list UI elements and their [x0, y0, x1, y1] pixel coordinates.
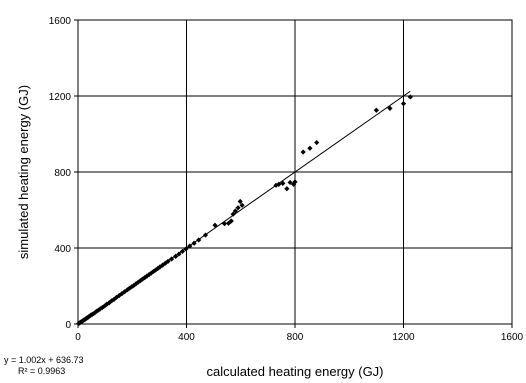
data-point [235, 205, 241, 211]
data-point [239, 202, 245, 208]
data-point [146, 272, 152, 278]
data-point [292, 179, 298, 185]
data-point [176, 251, 182, 257]
x-tick-label: 800 [287, 332, 304, 343]
data-point [91, 310, 97, 317]
data-point [101, 303, 108, 309]
data-point [113, 294, 120, 300]
data-point [133, 281, 139, 287]
x-tick-label: 1200 [392, 332, 415, 343]
data-point [168, 256, 175, 262]
data-point [152, 267, 159, 273]
data-point [400, 101, 407, 107]
y-tick-label: 0 [65, 320, 71, 331]
data-point [106, 300, 112, 306]
data-point [373, 107, 379, 113]
data-point [314, 139, 320, 146]
data-point [221, 221, 228, 227]
r-squared-label: R² = 0.9963 [18, 366, 65, 376]
data-point [280, 180, 286, 186]
data-point [187, 243, 193, 249]
data-point [230, 211, 236, 217]
y-axis-title: simulated heating energy (GJ) [16, 85, 31, 259]
data-point [232, 208, 238, 214]
data-point [287, 179, 293, 186]
y-tick-label: 400 [54, 244, 71, 255]
data-point [165, 258, 171, 264]
data-point [202, 232, 209, 238]
data-point [139, 276, 146, 282]
data-point [119, 291, 125, 297]
data-point [129, 284, 135, 290]
data-point [196, 237, 202, 243]
data-point [291, 181, 297, 187]
data-point [212, 222, 218, 228]
data-point [135, 279, 141, 285]
data-point [126, 285, 133, 291]
data-point [191, 240, 197, 246]
y-tick-label: 800 [54, 168, 71, 179]
data-point [162, 260, 168, 266]
data-point [307, 145, 313, 151]
data-point [179, 248, 186, 255]
data-point [99, 304, 106, 311]
data-point [160, 262, 166, 268]
data-point [284, 186, 290, 192]
data-point [276, 181, 282, 187]
trendline-equation: y = 1.002x + 636.73 [4, 355, 84, 365]
tick-labels: 0 400 800 1200 1600 0 400 800 1200 1600 [49, 16, 524, 343]
y-tick-label: 1600 [49, 16, 72, 27]
data-point [122, 289, 128, 295]
x-axis-title: calculated heating energy (GJ) [206, 364, 383, 379]
data-point [387, 105, 393, 111]
x-tick-label: 400 [178, 332, 195, 343]
data-point [407, 94, 413, 100]
data-point [111, 296, 117, 302]
data-point [228, 218, 234, 224]
data-point [92, 309, 98, 315]
data-point [237, 198, 243, 205]
data-point [183, 246, 189, 252]
data-points [76, 94, 413, 327]
x-tick-label: 1600 [501, 332, 524, 343]
x-tick-label: 0 [75, 332, 81, 343]
data-point [173, 253, 179, 259]
data-point [300, 149, 306, 155]
y-tick-label: 1200 [49, 92, 72, 103]
data-point [142, 275, 148, 281]
